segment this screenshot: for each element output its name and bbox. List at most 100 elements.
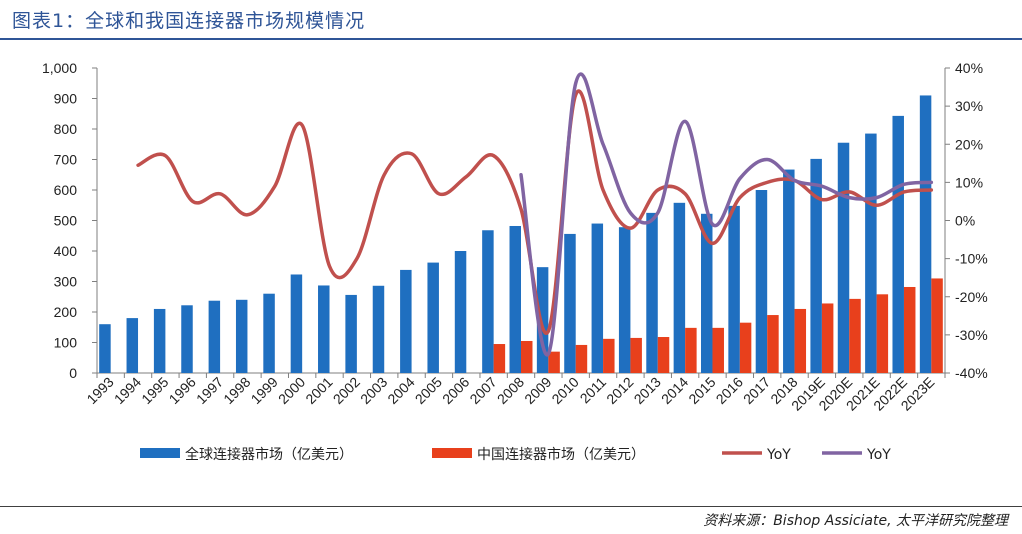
x-tick-label: 1993 xyxy=(83,374,116,407)
china-market-bar xyxy=(493,344,506,373)
china-market-bar xyxy=(821,303,834,373)
x-tick-label: 2014 xyxy=(658,374,691,407)
global-market-bar xyxy=(755,190,768,373)
global-market-bar xyxy=(810,158,822,373)
x-tick-label: 2007 xyxy=(466,374,499,407)
china-market-bar xyxy=(548,351,560,373)
x-tick-label: 2004 xyxy=(384,374,417,407)
global-market-bar xyxy=(153,308,166,373)
global-market-bar xyxy=(865,133,877,373)
china-market-bar xyxy=(657,337,670,373)
global-market-bar xyxy=(673,202,686,373)
x-tick-label: 2003 xyxy=(357,374,390,407)
x-tick-label: 2010 xyxy=(548,374,581,407)
x-tick-label: 2008 xyxy=(494,374,527,407)
x-tick-label: 2016 xyxy=(713,374,746,407)
china-yoy-line xyxy=(519,72,934,357)
x-tick-label: 2013 xyxy=(631,374,664,407)
china-market-bar xyxy=(794,308,807,373)
china-market-bar xyxy=(903,286,916,373)
right-tick-label: 10% xyxy=(955,174,983,190)
legend-label: YoY xyxy=(766,447,791,463)
global-market-bar xyxy=(728,205,740,373)
china-market-bar xyxy=(521,340,533,373)
global-market-bar xyxy=(892,115,904,373)
left-tick-label: 900 xyxy=(54,91,78,107)
legend: 全球连接器市场（亿美元） 中国连接器市场（亿美元） YoY YoY xyxy=(140,446,891,463)
china-market-bar xyxy=(876,294,889,373)
global-market-bar xyxy=(454,251,467,373)
global-market-bar xyxy=(509,225,521,373)
x-tick-label: 1997 xyxy=(193,374,226,407)
global-market-bar xyxy=(290,274,303,373)
right-tick-label: 40% xyxy=(955,60,983,76)
x-tick-label: 2006 xyxy=(439,374,472,407)
x-tick-label: 1999 xyxy=(248,374,281,407)
global-market-bar xyxy=(345,294,357,373)
legend-swatch-china xyxy=(432,448,472,458)
chart-title: 图表1：全球和我国连接器市场规模情况 xyxy=(12,10,366,32)
x-tick-label: 2015 xyxy=(685,374,718,407)
left-tick-label: 300 xyxy=(54,274,78,290)
global-market-bar xyxy=(99,324,111,373)
right-tick-label: -20% xyxy=(955,289,988,305)
x-tick-label: 2002 xyxy=(330,374,363,407)
x-tick-label: 2005 xyxy=(412,374,445,407)
global-market-bar xyxy=(646,212,658,373)
china-market-bar xyxy=(685,327,697,373)
right-tick-label: 20% xyxy=(955,136,983,152)
global-market-bar xyxy=(427,262,439,373)
x-tick-label: 2001 xyxy=(302,374,335,407)
lines xyxy=(136,72,934,357)
right-tick-label: 0% xyxy=(955,213,975,229)
global-market-bar xyxy=(400,269,412,373)
legend-label: YoY xyxy=(866,447,891,463)
bars xyxy=(99,95,943,373)
global-market-bar xyxy=(783,169,795,373)
global-market-bar xyxy=(837,142,850,373)
x-tick-label: 2011 xyxy=(577,374,610,407)
global-market-bar xyxy=(700,213,713,373)
global-market-bar xyxy=(919,95,932,373)
global-market-bar xyxy=(536,267,549,373)
china-market-bar xyxy=(575,344,588,373)
china-market-bar xyxy=(849,298,861,373)
chart: 0 100 200 300 400 500 600 700 800 900 1,000 -40% -30… xyxy=(42,60,988,463)
right-tick-label: 30% xyxy=(955,98,983,114)
left-tick-label: 500 xyxy=(54,213,78,229)
x-tick-label: 2017 xyxy=(740,374,773,407)
left-tick-label: 0 xyxy=(69,365,77,381)
global-market-bar xyxy=(372,285,385,373)
china-market-bar xyxy=(739,322,752,373)
source-note: 资料来源：Bishop Assiciate, 太平洋研究院整理 xyxy=(703,513,1008,529)
left-tick-label: 600 xyxy=(54,182,78,198)
left-tick-label: 200 xyxy=(54,304,78,320)
global-market-bar xyxy=(126,318,139,373)
global-market-bar xyxy=(235,299,248,373)
global-market-bar xyxy=(482,230,494,373)
right-tick-label: -10% xyxy=(955,251,988,267)
legend-swatch-global xyxy=(140,448,180,458)
china-market-bar xyxy=(931,278,943,373)
global-market-bar xyxy=(564,233,576,373)
global-market-bar xyxy=(263,293,275,373)
china-market-bar xyxy=(630,337,642,373)
footer-divider xyxy=(0,506,1022,507)
legend-label: 全球连接器市场（亿美元） xyxy=(185,446,353,463)
global-market-bar xyxy=(591,223,604,373)
x-tick-label: 1998 xyxy=(220,374,253,407)
left-tick-label: 400 xyxy=(54,243,78,259)
x-tick-label: 1995 xyxy=(138,374,171,407)
china-market-bar xyxy=(603,338,615,373)
legend-label: 中国连接器市场（亿美元） xyxy=(477,446,645,463)
x-tick-label: 2000 xyxy=(275,374,308,407)
title-bar: 图表1：全球和我国连接器市场规模情况 xyxy=(0,0,1022,40)
right-tick-label: -30% xyxy=(955,327,988,343)
left-tick-label: 700 xyxy=(54,152,78,168)
global-market-bar xyxy=(318,285,330,373)
left-tick-label: 1,000 xyxy=(42,60,77,76)
left-tick-label: 100 xyxy=(54,335,78,351)
x-tick-label: 2009 xyxy=(521,374,554,407)
china-market-bar xyxy=(712,327,724,373)
global-market-bar xyxy=(181,305,193,373)
